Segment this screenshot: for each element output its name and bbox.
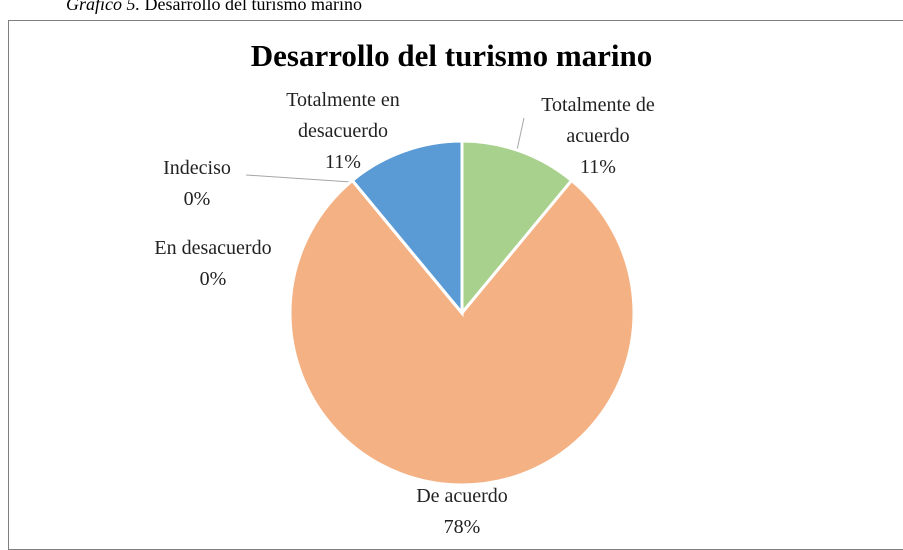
category-label: En desacuerdo — [154, 237, 272, 259]
data-label: Totalmente en desacuerdo 11% — [263, 85, 423, 178]
caption: Gráfico 5. Desarrollo del turismo marino — [66, 0, 362, 15]
caption-label: Gráfico 5. — [66, 0, 140, 14]
value-label: 0% — [199, 268, 227, 290]
data-label: De acuerdo 78% — [392, 481, 532, 543]
category-label: De acuerdo — [416, 485, 508, 507]
chart — [245, 117, 636, 487]
category-label: Totalmente en desacuerdo — [286, 89, 400, 142]
category-label: Indeciso — [163, 157, 231, 179]
value-label: 0% — [183, 188, 211, 210]
page: Gráfico 5. Desarrollo del turismo marino… — [8, 0, 903, 550]
data-label: Indeciso 0% — [137, 153, 257, 215]
value-label: 11% — [325, 151, 361, 173]
category-label: Totalmente de acuerdo — [541, 94, 655, 147]
data-label: En desacuerdo 0% — [123, 233, 303, 295]
value-label: 78% — [443, 516, 481, 538]
chart-title: Desarrollo del turismo marino — [250, 38, 653, 73]
pie-slice — [460, 139, 574, 318]
value-label: 11% — [580, 156, 616, 178]
leader-line — [245, 174, 352, 183]
pie-slice — [288, 178, 636, 487]
data-label: Totalmente de acuerdo 11% — [523, 90, 673, 183]
pie-slice — [350, 139, 464, 318]
caption-text: Desarrollo del turismo marino — [144, 0, 362, 14]
leader-line — [516, 117, 525, 151]
